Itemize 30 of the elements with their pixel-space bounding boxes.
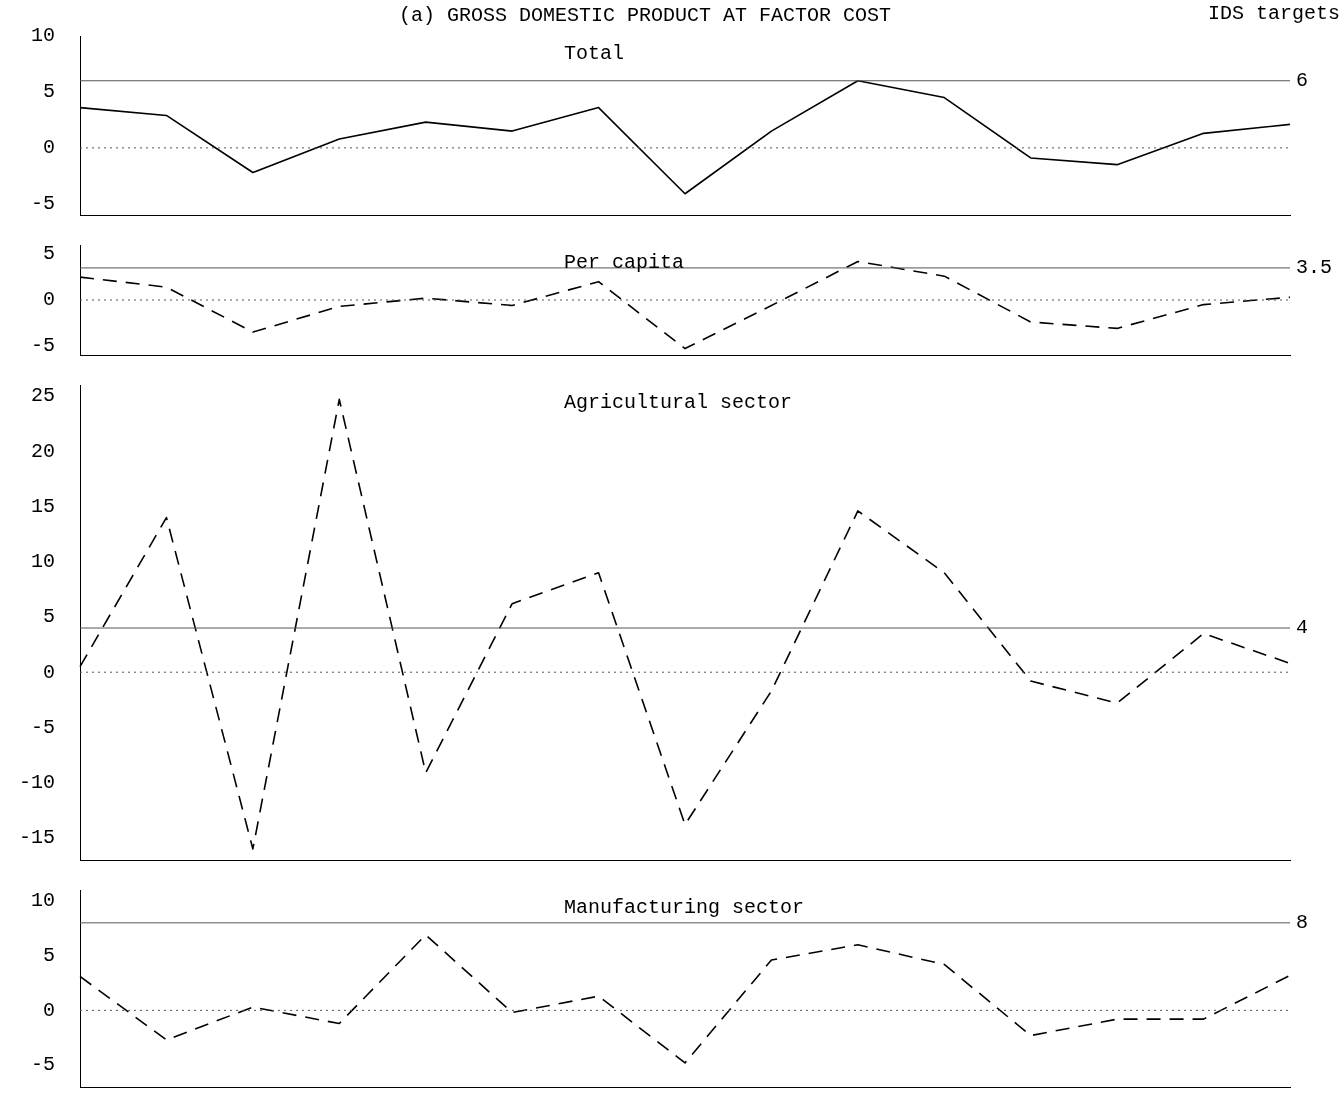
y-tick-label: 0 (42, 998, 55, 1022)
series-label: Per capita (564, 251, 685, 275)
y-tick-label: 0 (42, 288, 55, 312)
ref-line-label: 4 (1296, 616, 1309, 640)
y-tick-label: -5 (30, 192, 55, 216)
y-tick-label: 0 (42, 660, 55, 684)
series-label: Manufacturing sector (564, 896, 805, 920)
y-tick-label: 5 (42, 605, 55, 629)
text: IDS targets (1207, 2, 1340, 26)
text: Total (564, 42, 625, 66)
y-tick-label: 5 (42, 80, 55, 104)
y-tick-label: 10 (30, 889, 55, 913)
y-tick-label: 5 (42, 943, 55, 967)
y-tick-label: -15 (18, 826, 55, 850)
text: Agricultural sector (564, 391, 793, 415)
y-tick-label: 0 (42, 136, 55, 160)
y-tick-label: 25 (30, 384, 55, 408)
ref-line-label: 8 (1296, 911, 1309, 935)
y-tick-label: 20 (30, 439, 55, 463)
y-tick-label: -5 (30, 334, 55, 358)
y-tick-label: -5 (30, 1053, 55, 1077)
ref-line-label: 6 (1296, 69, 1309, 93)
y-tick-label: 5 (42, 242, 55, 266)
y-tick-label: -10 (18, 770, 55, 794)
y-tick-label: 15 (30, 494, 55, 518)
y-tick-label: 10 (30, 24, 55, 48)
chart-title: (a) GROSS DOMESTIC PRODUCT AT FACTOR COST (398, 4, 892, 28)
ref-line-label: 3.5 (1296, 256, 1333, 280)
y-tick-label: -5 (30, 715, 55, 739)
y-tick-label: 10 (30, 550, 55, 574)
